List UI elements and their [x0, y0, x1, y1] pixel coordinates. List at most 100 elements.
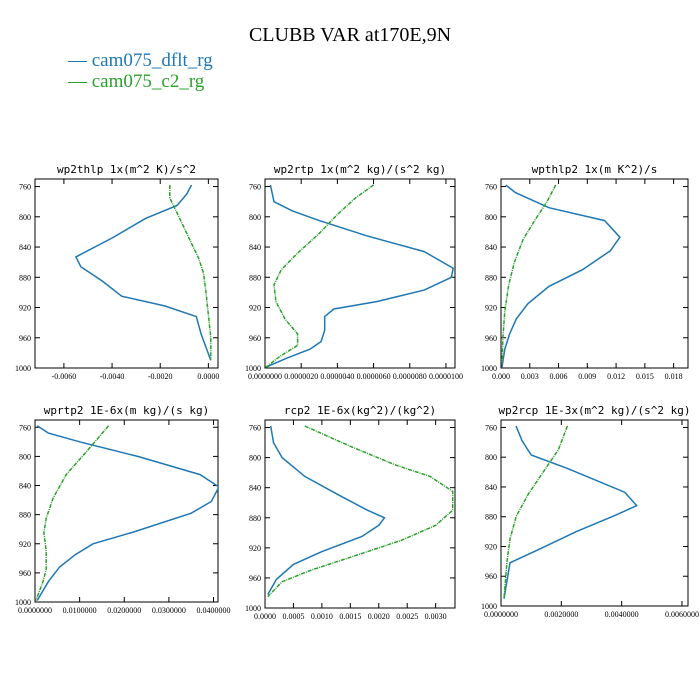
panel-4: wprtp2 1E-6x(m kg)/(s kg) 760 800 840 880 920…	[15, 404, 231, 615]
x-tick-label: 0.0025	[396, 612, 418, 621]
panel-title: wpthlp2 1x(m K^2)/s	[532, 163, 658, 176]
x-tick-label: 0.0000	[197, 372, 219, 381]
plot-frame	[34, 419, 219, 603]
y-tick-label: 920	[485, 304, 497, 313]
panel-title: rcp2 1E-6x(kg^2)/(kg^2)	[284, 404, 436, 417]
y-tick-label: 1000	[15, 364, 31, 373]
y-tick-label: 840	[249, 243, 261, 252]
x-tick-label: 0.000	[492, 372, 510, 381]
y-tick-label: 760	[249, 183, 261, 192]
series-line-c2	[501, 184, 557, 365]
figure-title: CLUBB VAR at170E,9N	[248, 24, 452, 46]
x-tick-label: -0.0060	[52, 372, 77, 381]
y-tick-label: 760	[19, 423, 31, 432]
x-tick-label: 0.018	[665, 372, 683, 381]
series-line-dflt	[501, 184, 621, 368]
y-tick-label: 880	[485, 273, 497, 282]
series-line-dflt	[265, 184, 455, 368]
y-tick-label: 1000	[15, 598, 31, 607]
x-tick-label: 0.012	[607, 372, 625, 381]
x-tick-label: 0.009	[578, 372, 596, 381]
series-line-c2	[503, 425, 569, 599]
legend-entry-dflt: — cam075_dflt_rg	[68, 50, 213, 71]
x-tick-label: 0.0020	[368, 612, 390, 621]
y-tick-label: 1000	[245, 364, 261, 373]
y-tick-label: 960	[485, 572, 497, 581]
series-line-dflt	[267, 425, 386, 595]
series-line-dflt	[503, 425, 638, 599]
x-tick-label: 0.0400000	[197, 606, 231, 615]
legend-label-c2: cam075_c2_rg	[91, 71, 205, 92]
y-tick-label: 840	[249, 484, 261, 493]
x-tick-label: 0.0000000	[248, 372, 282, 381]
y-tick-label: 800	[249, 454, 261, 463]
x-tick-label: 0.006	[550, 372, 568, 381]
panel-5: rcp2 1E-6x(kg^2)/(kg^2) 760 800 840 880 920 96…	[245, 404, 456, 621]
x-tick-label: 0.0000100	[429, 372, 463, 381]
panel-6: wp2rcp 1E-3x(m^2 kg)/(s^2 kg)760 800 840 88…	[481, 404, 699, 619]
x-tick-label: -0.0040	[100, 372, 125, 381]
x-tick-label: 0.0000040	[320, 372, 354, 381]
x-tick-label: 0.0010	[311, 612, 333, 621]
x-tick-label: 0.0000020	[284, 372, 318, 381]
y-tick-label: 920	[19, 540, 31, 549]
x-tick-label: 0.0030	[425, 612, 447, 621]
series-line-c2	[265, 184, 375, 368]
y-tick-label: 880	[249, 273, 261, 282]
y-tick-label: 960	[249, 574, 261, 583]
x-tick-label: 0.0000000	[484, 610, 518, 619]
series-line-dflt	[36, 425, 218, 601]
x-tick-label: 0.015	[636, 372, 654, 381]
x-tick-label: 0.0005	[282, 612, 304, 621]
y-tick-label: 880	[485, 513, 497, 522]
y-tick-label: 960	[249, 334, 261, 343]
panel-title: wp2rcp 1E-3x(m^2 kg)/(s^2 kg)	[498, 404, 690, 417]
x-tick-label: 0.0100000	[63, 606, 97, 615]
y-tick-label: 1000	[481, 364, 497, 373]
x-tick-label: 0.0200000	[107, 606, 141, 615]
panel-title: wp2thlp 1x(m^2 K)/s^2	[57, 163, 196, 176]
x-tick-label: 0.0020000	[544, 610, 578, 619]
y-tick-label: 840	[19, 243, 31, 252]
panel-title: wp2rtp 1x(m^2 kg)/(s^2 kg)	[274, 163, 446, 176]
y-tick-label: 800	[249, 213, 261, 222]
y-tick-label: 1000	[245, 604, 261, 613]
plot-frame	[264, 178, 456, 369]
y-tick-label: 840	[19, 482, 31, 491]
y-tick-label: 800	[19, 213, 31, 222]
x-tick-label: 0.0300000	[152, 606, 186, 615]
x-tick-label: 0.0000060	[357, 372, 391, 381]
x-tick-label: 0.0015	[339, 612, 361, 621]
y-tick-label: 960	[485, 334, 497, 343]
y-tick-label: 760	[249, 424, 261, 433]
legend-label-dflt: cam075_dflt_rg	[91, 50, 213, 71]
y-tick-label: 880	[249, 514, 261, 523]
series-line-c2	[169, 185, 212, 361]
x-tick-label: 0.0000	[254, 612, 276, 621]
series-line-c2	[267, 425, 454, 598]
legend-entry-c2: — cam075_c2_rg	[68, 71, 205, 92]
series-line-c2	[35, 425, 110, 601]
x-tick-label: 0.0000000	[18, 606, 52, 615]
panel-1: wp2thlp 1x(m^2 K)/s^2 760 800 840 880 920 960 1…	[15, 163, 219, 381]
panel-3: wpthlp2 1x(m K^2)/s 760 800 840 880 920 960 100…	[481, 163, 689, 381]
y-tick-label: 760	[485, 423, 497, 432]
x-tick-label: 0.0060000	[665, 610, 699, 619]
y-tick-label: 920	[485, 542, 497, 551]
y-tick-label: 800	[485, 453, 497, 462]
y-tick-label: 760	[485, 183, 497, 192]
y-tick-label: 1000	[481, 602, 497, 611]
y-tick-label: 920	[249, 544, 261, 553]
y-tick-label: 880	[19, 511, 31, 520]
x-tick-label: 0.0040000	[605, 610, 639, 619]
y-tick-label: 760	[19, 183, 31, 192]
y-tick-label: 800	[19, 452, 31, 461]
y-tick-label: 880	[19, 273, 31, 282]
y-tick-label: 840	[485, 483, 497, 492]
plot-frame	[264, 419, 456, 609]
y-tick-label: 800	[485, 213, 497, 222]
x-tick-label: 0.0000080	[393, 372, 427, 381]
y-tick-label: 840	[485, 243, 497, 252]
y-tick-label: 920	[249, 304, 261, 313]
